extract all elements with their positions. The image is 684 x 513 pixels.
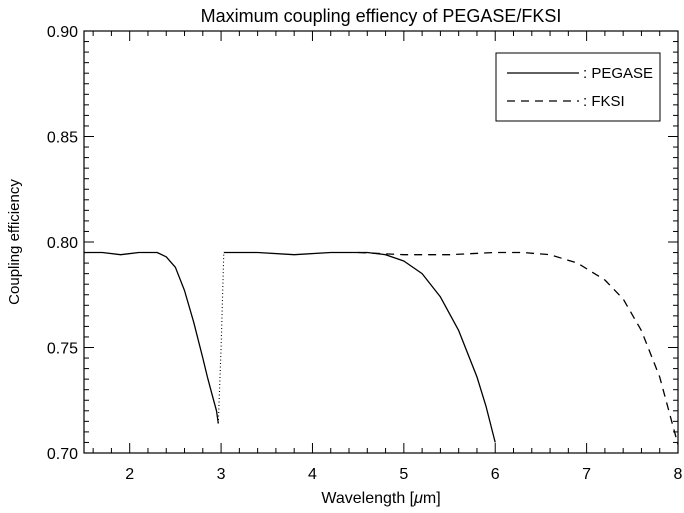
axis-ticks <box>84 30 679 454</box>
y-tick-label: 0.90 <box>47 24 78 41</box>
x-tick-label: 5 <box>399 466 408 483</box>
legend: : PEGASE : FKSI <box>495 52 661 122</box>
series-layer <box>84 251 679 445</box>
y-tick-label: 0.75 <box>47 341 78 358</box>
x-tick-label: 2 <box>125 466 134 483</box>
legend-label-fksi: : FKSI <box>583 93 625 110</box>
x-tick-label: 6 <box>491 466 500 483</box>
x-tick-label: 4 <box>308 466 317 483</box>
chart-title: Maximum coupling effiency of PEGASE/FKSI <box>201 6 562 26</box>
series-line-pegase-solid <box>84 251 219 424</box>
y-tick-label: 0.70 <box>47 446 78 463</box>
y-tick-label: 0.85 <box>47 130 78 147</box>
x-tick-label: 8 <box>674 466 683 483</box>
x-axis-label: Wavelength [μm] <box>321 490 440 507</box>
x-tick-labels: 2 3 4 5 6 7 8 <box>125 466 682 483</box>
y-tick-labels: 0.70 0.75 0.80 0.85 0.90 <box>47 24 78 463</box>
legend-label-pegase: : PEGASE <box>583 65 653 82</box>
series-line-pegase-solid <box>223 251 496 443</box>
x-tick-label: 7 <box>582 466 591 483</box>
y-tick-label: 0.80 <box>47 235 78 252</box>
x-tick-label: 3 <box>217 466 226 483</box>
legend-box <box>495 52 661 122</box>
y-axis-label: Coupling efficiency <box>6 179 23 305</box>
series-line-fksi-dashed <box>358 251 679 445</box>
series-line-pegase-dotted <box>217 252 225 424</box>
